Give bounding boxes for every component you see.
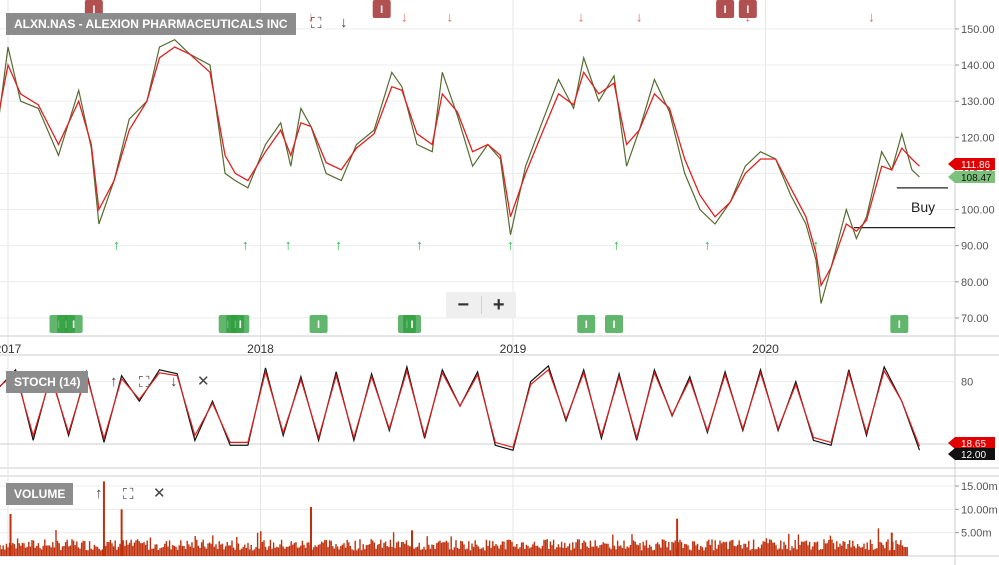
sell-signal-arrow: ↓ xyxy=(401,9,408,25)
close-icon[interactable]: ✕ xyxy=(197,373,210,390)
arrow-up-icon[interactable]: ↑ xyxy=(110,373,118,390)
event-badge-bottom xyxy=(890,315,909,333)
sell-signal-arrow: ↓ xyxy=(868,9,875,25)
event-badge-bottom-label: I xyxy=(585,319,588,331)
sell-signal-arrow: ↓ xyxy=(446,9,453,25)
symbol-label[interactable]: ALXN.NAS - ALEXION PHARMACEUTICALS INC xyxy=(6,13,296,35)
buy-signal-arrow: ↑ xyxy=(113,236,120,252)
price-tick-label: 120.00 xyxy=(961,132,995,144)
buy-signal-arrow: ↑ xyxy=(335,236,342,252)
expand-icon[interactable]: ⛶ xyxy=(139,374,150,391)
buy-signal-arrow: ↑ xyxy=(507,236,514,252)
event-badge-bottom-label: I xyxy=(410,319,413,331)
volume-tick-label: 15.00m xyxy=(961,481,998,493)
event-badge-bottom xyxy=(309,315,328,333)
current-price-tag-label: 111.86 xyxy=(961,160,991,171)
expand-icon[interactable]: ⛶ xyxy=(311,15,322,32)
price-tick-label: 140.00 xyxy=(961,60,995,72)
price-tick-label: 80.00 xyxy=(961,277,989,289)
zoom-out-button[interactable]: − xyxy=(457,294,470,316)
event-badge-bottom xyxy=(64,315,83,333)
stoch-tick-label: 80 xyxy=(961,377,973,389)
x-tick-label: 2018 xyxy=(247,342,274,356)
sell-signal-arrow: ↓ xyxy=(578,9,585,25)
moving-average-tag xyxy=(948,171,995,183)
event-badge-bottom xyxy=(231,315,250,333)
sell-signal-arrow: ↓ xyxy=(308,9,315,25)
stoch-k-tag xyxy=(948,448,995,460)
expand-icon[interactable]: ⛶ xyxy=(123,486,134,503)
zoom-control: − + xyxy=(446,292,516,318)
event-badge-bottom-label: I xyxy=(317,319,320,331)
moving-average-line xyxy=(0,46,920,288)
stoch-d-tag-label: 18.65 xyxy=(961,439,986,450)
price-line xyxy=(0,38,920,304)
buy-annotation: Buy xyxy=(911,199,935,215)
event-badge-bottom xyxy=(403,315,421,333)
volume-bars xyxy=(0,528,908,556)
event-badge-top-label: I xyxy=(92,4,95,16)
stoch-d-tag xyxy=(948,437,995,449)
event-badge-top xyxy=(716,0,735,18)
stoch-label[interactable]: STOCH (14) xyxy=(6,371,89,393)
close-icon[interactable]: ✕ xyxy=(153,485,166,502)
x-tick-label: 2020 xyxy=(752,342,779,356)
event-badge-bottom-label: I xyxy=(612,319,615,331)
event-badge-bottom-label: I xyxy=(898,319,901,331)
arrow-down-icon[interactable]: ↓ xyxy=(340,14,348,31)
buy-signal-arrow: ↑ xyxy=(416,236,423,252)
x-tick-label: 2017 xyxy=(0,342,22,356)
x-tick-label: 2019 xyxy=(500,342,527,356)
zoom-separator xyxy=(480,296,482,314)
volume-label[interactable]: VOLUME xyxy=(6,483,74,505)
volume-tick-label: 10.00m xyxy=(961,504,998,516)
zoom-in-button[interactable]: + xyxy=(492,294,505,316)
price-tick-label: 130.00 xyxy=(961,96,995,108)
buy-signal-arrow: ↑ xyxy=(242,236,249,252)
arrow-up-icon[interactable]: ↑ xyxy=(95,485,103,502)
volume-tick-label: 5.00m xyxy=(961,528,992,540)
event-badge-bottom-label: I xyxy=(72,319,75,331)
event-badge-top-label: I xyxy=(746,4,749,16)
price-tick-label: 70.00 xyxy=(961,313,989,325)
stoch-k-tag-label: 12.00 xyxy=(961,450,986,461)
price-tick-label: 150.00 xyxy=(961,24,995,36)
event-badge-bottom-label: I xyxy=(239,319,242,331)
sell-signal-arrow: ↓ xyxy=(636,9,643,25)
current-price-tag xyxy=(948,158,995,170)
event-badge-bottom xyxy=(605,315,623,333)
event-badge-top xyxy=(372,0,391,18)
buy-signal-arrow: ↑ xyxy=(613,236,620,252)
price-tick-label: 100.00 xyxy=(961,205,995,217)
event-badge-top-label: I xyxy=(380,4,383,16)
stoch-d-line xyxy=(0,368,921,449)
buy-signal-arrow: ↑ xyxy=(285,236,292,252)
moving-average-tag-label: 108.47 xyxy=(961,173,992,184)
price-tick-label: 90.00 xyxy=(961,241,989,253)
event-badge-top xyxy=(738,0,757,18)
buy-signal-arrow: ↑ xyxy=(704,236,711,252)
event-badge-top-label: I xyxy=(724,4,727,16)
arrow-down-icon[interactable]: ↓ xyxy=(170,373,178,390)
stoch-k-line xyxy=(0,364,921,451)
event-badge-bottom xyxy=(577,315,596,333)
buy-signal-arrow: ↑ xyxy=(813,236,820,252)
